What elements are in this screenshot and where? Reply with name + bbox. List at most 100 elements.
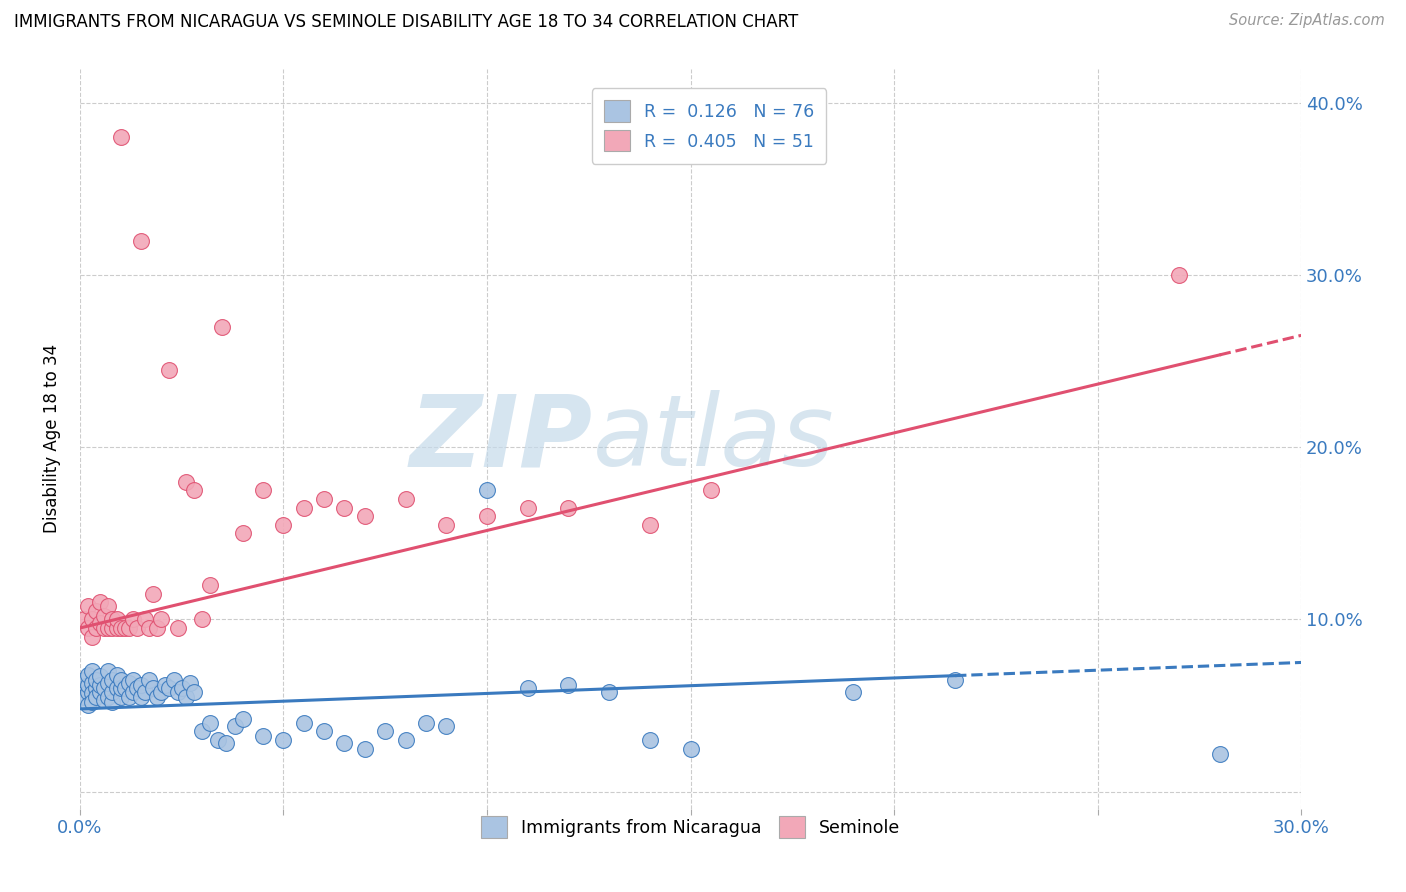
Point xyxy=(155,678,177,692)
Point xyxy=(162,673,184,687)
Point xyxy=(142,681,165,696)
Point xyxy=(80,695,103,709)
Point xyxy=(105,621,128,635)
Point xyxy=(118,676,141,690)
Point xyxy=(1168,268,1191,282)
Point xyxy=(179,676,201,690)
Point xyxy=(80,630,103,644)
Point xyxy=(121,684,143,698)
Point xyxy=(80,664,103,678)
Point xyxy=(138,673,160,687)
Point xyxy=(110,130,132,145)
Point xyxy=(97,599,120,613)
Point xyxy=(89,684,111,698)
Point xyxy=(77,621,100,635)
Point xyxy=(516,500,538,515)
Point xyxy=(110,690,132,704)
Point xyxy=(700,483,723,498)
Point xyxy=(73,681,96,696)
Point xyxy=(77,684,100,698)
Point xyxy=(516,681,538,696)
Point xyxy=(77,698,100,713)
Point xyxy=(434,517,457,532)
Point xyxy=(198,578,221,592)
Legend: Immigrants from Nicaragua, Seminole: Immigrants from Nicaragua, Seminole xyxy=(474,809,907,845)
Point xyxy=(89,615,111,630)
Point xyxy=(842,684,865,698)
Point xyxy=(943,673,966,687)
Point xyxy=(125,681,148,696)
Point xyxy=(89,678,111,692)
Point xyxy=(101,684,124,698)
Point xyxy=(598,684,620,698)
Point xyxy=(224,719,246,733)
Point xyxy=(679,741,702,756)
Point xyxy=(333,500,356,515)
Point xyxy=(353,741,375,756)
Point xyxy=(159,681,181,696)
Point xyxy=(89,595,111,609)
Point xyxy=(166,684,188,698)
Point xyxy=(134,612,156,626)
Point xyxy=(121,673,143,687)
Point xyxy=(198,715,221,730)
Point xyxy=(353,509,375,524)
Y-axis label: Disability Age 18 to 34: Disability Age 18 to 34 xyxy=(44,344,60,533)
Point xyxy=(121,612,143,626)
Point xyxy=(434,719,457,733)
Point xyxy=(394,733,416,747)
Point xyxy=(125,621,148,635)
Point xyxy=(252,730,274,744)
Point xyxy=(232,526,254,541)
Point xyxy=(134,684,156,698)
Point xyxy=(105,667,128,681)
Point xyxy=(314,491,336,506)
Point xyxy=(101,621,124,635)
Point xyxy=(73,612,96,626)
Point xyxy=(475,509,498,524)
Point xyxy=(557,678,579,692)
Point xyxy=(475,483,498,498)
Point xyxy=(142,586,165,600)
Point xyxy=(146,690,169,704)
Point xyxy=(292,715,315,730)
Point xyxy=(159,363,181,377)
Point xyxy=(374,724,396,739)
Point xyxy=(174,475,197,489)
Point xyxy=(252,483,274,498)
Point xyxy=(89,669,111,683)
Point xyxy=(84,690,107,704)
Point xyxy=(333,736,356,750)
Point xyxy=(138,621,160,635)
Point xyxy=(73,690,96,704)
Point xyxy=(110,621,132,635)
Point xyxy=(232,712,254,726)
Text: Source: ZipAtlas.com: Source: ZipAtlas.com xyxy=(1229,13,1385,29)
Point xyxy=(77,678,100,692)
Point xyxy=(207,733,229,747)
Point xyxy=(129,234,152,248)
Point xyxy=(110,673,132,687)
Point xyxy=(80,686,103,700)
Point xyxy=(273,733,295,747)
Point xyxy=(118,621,141,635)
Point xyxy=(110,681,132,696)
Point xyxy=(174,690,197,704)
Point xyxy=(93,681,115,696)
Point xyxy=(191,724,214,739)
Point xyxy=(314,724,336,739)
Point xyxy=(84,604,107,618)
Point xyxy=(93,621,115,635)
Point xyxy=(93,609,115,624)
Point xyxy=(118,690,141,704)
Point xyxy=(273,517,295,532)
Text: atlas: atlas xyxy=(593,390,834,487)
Point xyxy=(191,612,214,626)
Point xyxy=(84,673,107,687)
Point xyxy=(97,676,120,690)
Point xyxy=(215,736,238,750)
Point xyxy=(101,673,124,687)
Point xyxy=(557,500,579,515)
Point xyxy=(1209,747,1232,761)
Point xyxy=(150,612,173,626)
